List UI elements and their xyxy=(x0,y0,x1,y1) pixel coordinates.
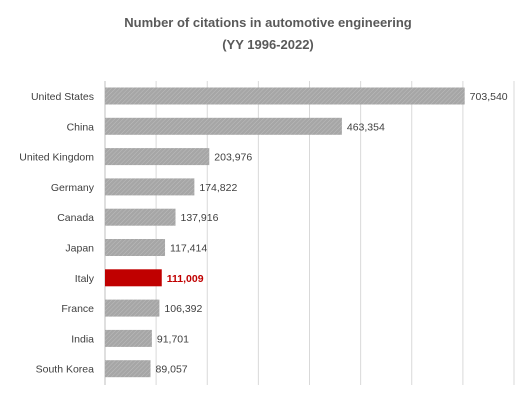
bars xyxy=(105,87,465,378)
value-label: 703,540 xyxy=(470,91,508,103)
bar-france xyxy=(105,299,160,317)
value-label: 91,701 xyxy=(157,333,189,345)
value-label: 117,414 xyxy=(170,243,207,255)
value-label: 89,057 xyxy=(156,364,188,376)
bar-united-kingdom xyxy=(105,148,210,166)
bar-germany xyxy=(105,178,195,196)
category-label: United Kingdom xyxy=(19,152,94,164)
category-label: Italy xyxy=(75,273,95,285)
category-label: India xyxy=(71,333,94,345)
category-label: Germany xyxy=(51,182,95,194)
category-label: South Korea xyxy=(36,364,95,376)
chart-subtitle: (YY 1996-2022) xyxy=(222,37,314,52)
value-label: 111,009 xyxy=(167,273,204,285)
bar-italy xyxy=(105,269,162,287)
bar-united-states xyxy=(105,87,465,105)
category-label: United States xyxy=(31,91,94,103)
value-label: 106,392 xyxy=(164,303,202,315)
category-labels: United States China United Kingdom Germany C… xyxy=(19,91,94,376)
bar-canada xyxy=(105,208,176,226)
category-label: Canada xyxy=(57,212,94,224)
value-label: 137,916 xyxy=(181,212,219,224)
bar-china xyxy=(105,117,342,135)
chart-title: Number of citations in automotive engine… xyxy=(124,15,412,30)
bar-south-korea xyxy=(105,360,151,378)
category-label: Japan xyxy=(65,243,94,255)
value-label: 203,976 xyxy=(214,152,252,164)
value-label: 463,354 xyxy=(347,121,385,133)
bar-japan xyxy=(105,239,166,256)
value-label: 174,822 xyxy=(199,182,237,194)
category-label: France xyxy=(61,303,94,315)
value-labels: 703,540 463,354 203,976 174,822 137,916 117,4… xyxy=(156,91,508,376)
category-label: China xyxy=(67,121,95,133)
bar-india xyxy=(105,329,152,347)
